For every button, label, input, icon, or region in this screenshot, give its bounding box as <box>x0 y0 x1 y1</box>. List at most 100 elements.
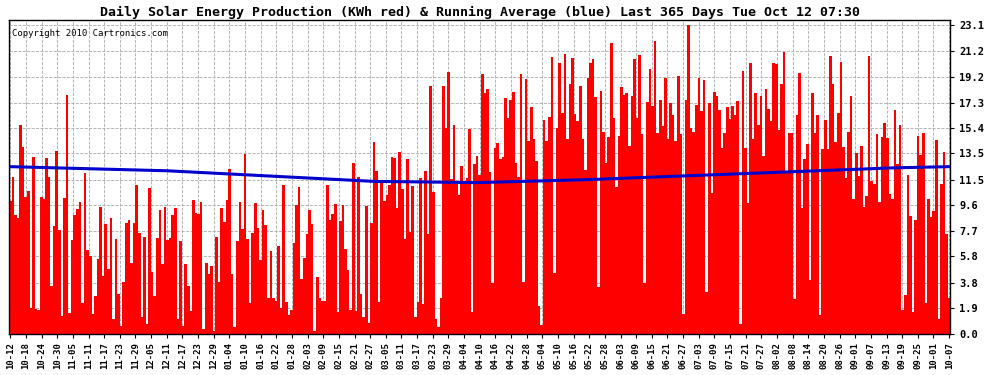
Bar <box>435 318 438 333</box>
Bar <box>690 128 692 333</box>
Bar <box>600 91 602 333</box>
Bar <box>873 184 875 333</box>
Bar <box>236 242 239 333</box>
Bar <box>33 157 35 333</box>
Bar <box>370 223 372 333</box>
Bar <box>22 147 25 333</box>
Bar <box>679 134 682 333</box>
Bar <box>357 177 359 333</box>
Bar <box>107 269 110 333</box>
Bar <box>896 164 899 333</box>
Bar <box>942 152 945 333</box>
Bar <box>202 329 205 333</box>
Bar <box>412 186 414 333</box>
Bar <box>308 210 311 333</box>
Bar <box>197 214 200 333</box>
Bar <box>754 93 757 333</box>
Bar <box>46 159 48 333</box>
Bar <box>512 92 515 333</box>
Bar <box>438 327 440 333</box>
Bar <box>406 159 409 333</box>
Bar <box>844 177 847 333</box>
Bar <box>742 71 744 333</box>
Bar <box>558 63 561 333</box>
Bar <box>432 192 435 333</box>
Bar <box>452 125 455 333</box>
Bar <box>290 310 293 333</box>
Bar <box>125 223 128 333</box>
Bar <box>777 129 780 333</box>
Bar <box>430 87 432 333</box>
Bar <box>14 215 17 333</box>
Bar <box>618 136 621 333</box>
Bar <box>870 181 873 333</box>
Bar <box>653 41 656 333</box>
Bar <box>460 166 463 333</box>
Bar <box>757 125 759 333</box>
Bar <box>120 326 123 333</box>
Bar <box>824 120 827 333</box>
Bar <box>935 141 938 333</box>
Bar <box>208 274 210 333</box>
Bar <box>340 222 342 333</box>
Bar <box>744 148 746 333</box>
Bar <box>58 231 60 333</box>
Bar <box>40 196 43 333</box>
Bar <box>746 203 749 333</box>
Bar <box>721 148 724 333</box>
Bar <box>86 251 89 333</box>
Bar <box>634 59 636 333</box>
Bar <box>783 52 785 333</box>
Bar <box>393 158 396 333</box>
Bar <box>342 206 345 333</box>
Bar <box>334 204 337 333</box>
Bar <box>855 153 857 333</box>
Bar <box>496 143 499 333</box>
Bar <box>664 78 666 333</box>
Bar <box>915 220 917 333</box>
Bar <box>507 118 510 333</box>
Bar <box>835 142 837 333</box>
Bar <box>445 128 447 333</box>
Bar <box>419 178 422 333</box>
Bar <box>878 202 881 333</box>
Bar <box>319 298 321 333</box>
Bar <box>176 319 179 333</box>
Bar <box>76 209 78 333</box>
Bar <box>89 256 91 333</box>
Bar <box>631 96 634 333</box>
Bar <box>566 138 568 333</box>
Bar <box>84 173 86 333</box>
Bar <box>830 56 832 333</box>
Bar <box>148 188 150 333</box>
Bar <box>244 154 247 333</box>
Bar <box>112 319 115 333</box>
Bar <box>221 208 223 333</box>
Bar <box>737 101 739 333</box>
Bar <box>352 164 354 333</box>
Bar <box>541 326 543 333</box>
Bar <box>332 214 334 333</box>
Bar <box>378 302 380 333</box>
Bar <box>447 72 450 333</box>
Bar <box>138 233 141 333</box>
Bar <box>346 270 349 333</box>
Bar <box>669 103 672 333</box>
Bar <box>695 105 698 333</box>
Bar <box>925 303 928 333</box>
Bar <box>605 163 608 333</box>
Bar <box>674 141 677 333</box>
Bar <box>144 237 146 333</box>
Bar <box>700 111 703 333</box>
Bar <box>687 25 690 333</box>
Bar <box>242 228 244 333</box>
Bar <box>295 205 298 333</box>
Bar <box>239 202 242 333</box>
Bar <box>327 185 329 333</box>
Bar <box>902 310 904 333</box>
Bar <box>499 159 502 333</box>
Bar <box>729 120 732 333</box>
Bar <box>751 139 754 333</box>
Bar <box>847 132 849 333</box>
Bar <box>759 96 762 333</box>
